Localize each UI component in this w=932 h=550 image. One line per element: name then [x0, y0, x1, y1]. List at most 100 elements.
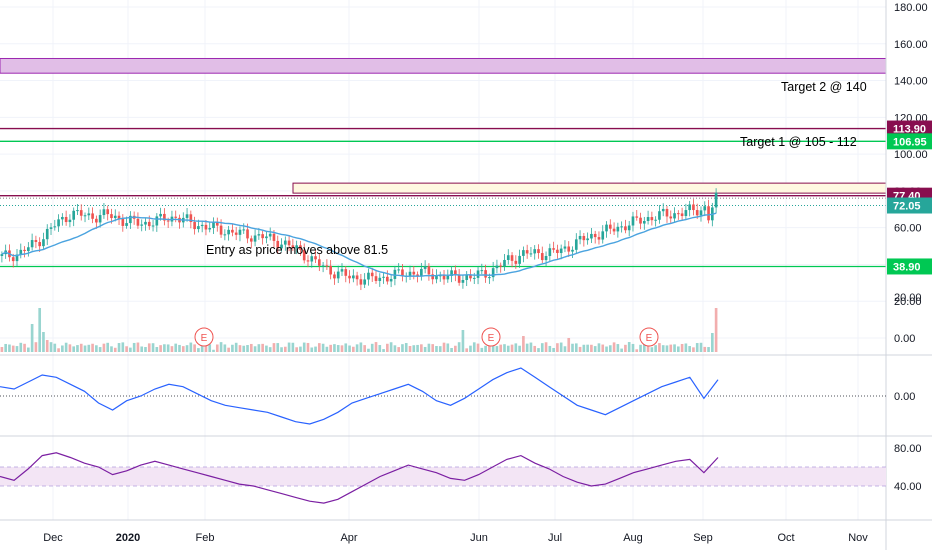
- candle-body: [624, 226, 627, 231]
- volume-bar: [612, 342, 616, 352]
- rsi-pane[interactable]: [0, 452, 886, 504]
- candle-body: [676, 213, 680, 215]
- volume-bar: [484, 345, 487, 352]
- volume-bar: [510, 344, 514, 352]
- volume-bar: [711, 333, 714, 352]
- candle-body: [238, 229, 242, 235]
- candle-body: [336, 271, 340, 279]
- candle-body: [393, 269, 397, 279]
- volume-bar: [601, 344, 605, 352]
- candle-body: [578, 235, 582, 240]
- candle-body: [283, 240, 287, 245]
- candle-body: [412, 271, 416, 275]
- volume-bar: [658, 343, 661, 352]
- candle-body: [317, 259, 321, 266]
- volume-bar: [631, 343, 635, 352]
- candle-body: [586, 238, 589, 241]
- volume-bar: [559, 342, 563, 352]
- volume-bar: [302, 342, 306, 352]
- candle-body: [684, 210, 688, 217]
- volume-bar: [695, 343, 699, 352]
- volume-bar: [242, 345, 246, 352]
- price-tick-label: 100.00: [894, 149, 928, 161]
- candle-body: [559, 248, 563, 254]
- volume-bar: [249, 343, 253, 352]
- candle-body: [646, 217, 650, 221]
- candle-body: [208, 228, 212, 230]
- momentum-pane[interactable]: [0, 367, 886, 425]
- price-axis[interactable]: 180.00160.00140.00120.00100.0080.0060.00…: [894, 2, 928, 493]
- price-label-box: [887, 120, 932, 137]
- volume-bar: [684, 343, 688, 352]
- time-tick-label: Apr: [340, 532, 357, 544]
- volume-bar: [714, 308, 718, 352]
- candle-body: [15, 254, 19, 262]
- candle-body: [590, 233, 593, 239]
- candle-body: [42, 239, 45, 247]
- candle-body: [72, 210, 76, 220]
- volume-bar: [423, 346, 427, 352]
- volume-bar: [68, 344, 72, 352]
- earnings-marker: [639, 327, 659, 347]
- candle-body: [333, 274, 336, 279]
- volume-bar: [151, 343, 155, 352]
- volume-bar: [673, 344, 676, 352]
- volume-bar: [30, 324, 34, 352]
- volume-bar: [397, 347, 401, 352]
- volume-bar: [147, 343, 151, 352]
- candle-body: [397, 269, 401, 271]
- candle-body: [556, 249, 559, 254]
- candle-body: [227, 229, 230, 235]
- candle-body: [438, 275, 442, 277]
- rsi-tick-label: 40.00: [894, 481, 922, 493]
- candle-body: [620, 226, 623, 228]
- volume-bar: [563, 346, 567, 352]
- time-tick-label: 2020: [116, 532, 140, 544]
- volume-bar: [616, 344, 620, 352]
- volume-bar: [556, 343, 559, 352]
- annotation-target-2: Target 2 @ 140: [781, 80, 867, 94]
- volume-bar: [227, 347, 230, 352]
- candle-body: [204, 224, 208, 230]
- volume-bar: [306, 342, 310, 352]
- volume-bar: [491, 344, 495, 352]
- volume-bar: [102, 343, 106, 352]
- candle-body: [110, 214, 113, 219]
- volume-bar: [163, 344, 166, 352]
- volume-bar: [83, 345, 87, 352]
- volume-bar: [514, 343, 518, 352]
- volume-bar: [53, 343, 57, 352]
- price-tick-label: 0.00: [894, 333, 915, 345]
- candle-body: [446, 275, 450, 280]
- time-tick-label: Aug: [623, 532, 643, 544]
- volume-bar: [408, 345, 412, 352]
- candle-body: [340, 269, 344, 272]
- volume-bar: [506, 345, 510, 352]
- volume-bar: [272, 343, 276, 352]
- candle-body: [155, 216, 159, 226]
- candle-body: [601, 231, 605, 240]
- candle-body: [389, 278, 393, 282]
- candle-body: [257, 234, 261, 236]
- candle-body: [174, 216, 178, 218]
- candle-body: [19, 249, 23, 255]
- candle-body: [714, 192, 718, 208]
- earnings-marker: [481, 327, 501, 347]
- candle-body: [597, 237, 601, 240]
- volume-bar: [525, 343, 529, 352]
- time-axis[interactable]: Dec 2020 Feb Apr Jun Jul Aug Sep Oct Nov: [43, 532, 868, 544]
- candle-body: [658, 211, 661, 220]
- candle-body: [231, 229, 234, 233]
- candle-body: [329, 265, 332, 275]
- candle-body: [295, 245, 298, 249]
- volume-bar: [537, 348, 540, 352]
- volume-bar: [624, 344, 627, 352]
- candle-body: [299, 245, 302, 250]
- volume-bar: [140, 346, 144, 352]
- candle-body: [272, 233, 276, 241]
- candle-body: [374, 276, 378, 281]
- time-tick-label: Jul: [548, 532, 562, 544]
- candle-body: [212, 221, 215, 229]
